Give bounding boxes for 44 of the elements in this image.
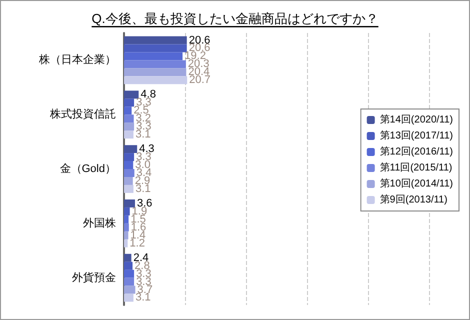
- bar: [124, 215, 129, 224]
- bar: [124, 278, 134, 286]
- bar: [124, 262, 133, 270]
- bar: [124, 169, 134, 177]
- bar: [124, 60, 186, 68]
- y-tick-label: 株式投資信託: [49, 108, 116, 121]
- bar: [124, 294, 134, 302]
- chart-title: Q.今後、最も投資したい金融商品はどれですか？: [92, 11, 378, 26]
- data-label: 3.1: [135, 182, 151, 195]
- bar: [124, 207, 130, 216]
- bar: [124, 145, 138, 154]
- legend-label: 第10回(2014/11): [380, 178, 454, 190]
- bar: [124, 231, 128, 240]
- bar: [124, 114, 134, 123]
- legend-label: 第14回(2020/11): [380, 114, 454, 126]
- bar: [124, 36, 187, 44]
- bar: [124, 44, 187, 52]
- y-tick-label: 外国株: [83, 216, 116, 230]
- bar: [124, 122, 134, 131]
- bar: [124, 76, 188, 84]
- bar: [124, 184, 134, 193]
- bar: [124, 199, 135, 208]
- bar: [124, 270, 134, 278]
- bar: [124, 161, 134, 169]
- bar: [124, 153, 134, 162]
- bar: [124, 106, 132, 115]
- data-label: 1.2: [130, 237, 145, 250]
- bar: [124, 286, 136, 294]
- legend-label: 第9回(2013/11): [380, 194, 448, 206]
- y-tick-label: 金（Gold）: [60, 163, 116, 175]
- bar: [124, 52, 183, 60]
- legend-label: 第13回(2017/11): [380, 130, 454, 142]
- bar: [124, 176, 133, 185]
- bar: [124, 68, 186, 76]
- bar: [124, 254, 132, 262]
- bar: [124, 130, 134, 139]
- y-tick-label: 株（日本企業）: [38, 53, 116, 66]
- bar: [124, 239, 128, 248]
- legend-label: 第12回(2016/11): [380, 146, 454, 158]
- legend-label: 第11回(2015/11): [380, 162, 452, 174]
- bar: [124, 98, 134, 107]
- y-tick-label: 外貨預金: [72, 270, 116, 284]
- bar: [124, 90, 139, 99]
- bar: [124, 223, 129, 232]
